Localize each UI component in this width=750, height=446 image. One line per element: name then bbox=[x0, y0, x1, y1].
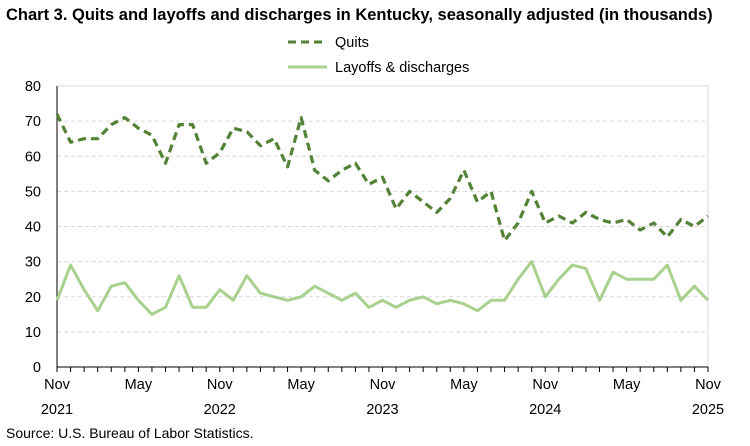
x-tick-label-month: Nov bbox=[370, 377, 397, 393]
y-tick-label: 40 bbox=[25, 220, 41, 236]
x-tick-label-month: May bbox=[450, 377, 478, 393]
x-tick-label-month: May bbox=[125, 377, 153, 393]
series-line-layoffs-discharges bbox=[55, 260, 710, 316]
x-tick-label-month: Nov bbox=[695, 377, 722, 393]
y-tick-label: 80 bbox=[25, 79, 41, 95]
x-tick-label-month: Nov bbox=[207, 377, 234, 393]
legend-label: Quits bbox=[335, 35, 369, 51]
legend-label: Layoffs & discharges bbox=[335, 60, 469, 76]
y-tick-label: 20 bbox=[25, 290, 41, 306]
x-tick-label-year: 2022 bbox=[204, 402, 236, 418]
y-tick-label: 70 bbox=[25, 114, 41, 130]
x-tick-label-year: 2025 bbox=[692, 402, 724, 418]
y-tick-label: 50 bbox=[25, 184, 41, 200]
y-tick-label: 0 bbox=[33, 360, 41, 376]
x-tick-label-year: 2021 bbox=[41, 402, 73, 418]
chart-title: Chart 3. Quits and layoffs and discharge… bbox=[6, 6, 713, 24]
x-tick-label-month: Nov bbox=[532, 377, 559, 393]
x-tick-label-year: 2024 bbox=[529, 402, 561, 418]
x-tick-label-month: Nov bbox=[44, 377, 71, 393]
x-tick-label-month: May bbox=[287, 377, 315, 393]
x-tick-label-year: 2023 bbox=[366, 402, 398, 418]
y-tick-label: 30 bbox=[25, 255, 41, 271]
source-note: Source: U.S. Bureau of Labor Statistics. bbox=[6, 425, 254, 441]
x-tick-label-month: May bbox=[613, 377, 641, 393]
y-tick-label: 60 bbox=[25, 149, 41, 165]
y-tick-label: 10 bbox=[25, 325, 41, 341]
